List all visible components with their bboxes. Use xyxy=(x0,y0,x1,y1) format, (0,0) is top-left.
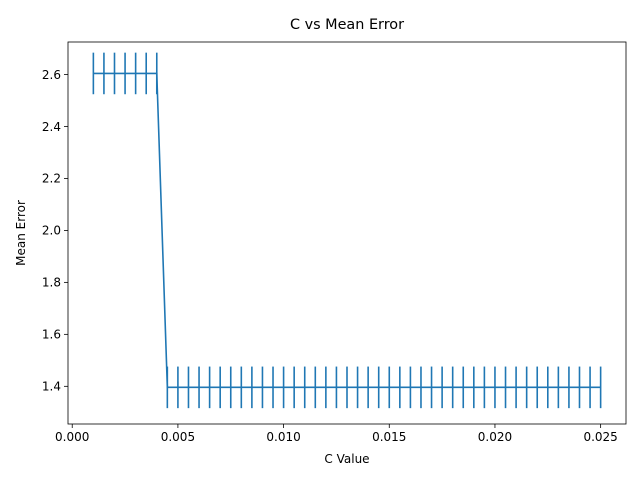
y-axis-label: Mean Error xyxy=(14,200,28,266)
x-axis: 0.000 0.005 0.010 0.015 0.020 0.025 xyxy=(55,424,618,444)
y-tick-label: 2.4 xyxy=(42,120,61,134)
x-tick-label: 0.000 xyxy=(55,430,89,444)
plot-frame xyxy=(67,41,627,425)
y-tick-label: 1.6 xyxy=(42,328,61,342)
chart-title: C vs Mean Error xyxy=(290,17,404,33)
y-axis: 1.4 1.6 1.8 2.0 2.2 2.4 2.6 xyxy=(42,68,68,394)
x-tick-label: 0.005 xyxy=(161,430,195,444)
x-tick-label: 0.015 xyxy=(372,430,406,444)
y-tick-label: 2.2 xyxy=(42,172,61,186)
y-tick-label: 2.6 xyxy=(42,68,61,82)
x-tick-label: 0.020 xyxy=(478,430,512,444)
plot-marks xyxy=(92,52,602,409)
y-tick-label: 2.0 xyxy=(42,224,61,238)
y-tick-label: 1.8 xyxy=(42,276,61,290)
x-tick-label: 0.025 xyxy=(583,430,617,444)
y-tick-label: 1.4 xyxy=(42,380,61,394)
x-tick-label: 0.010 xyxy=(266,430,300,444)
x-axis-label: C Value xyxy=(324,452,369,466)
